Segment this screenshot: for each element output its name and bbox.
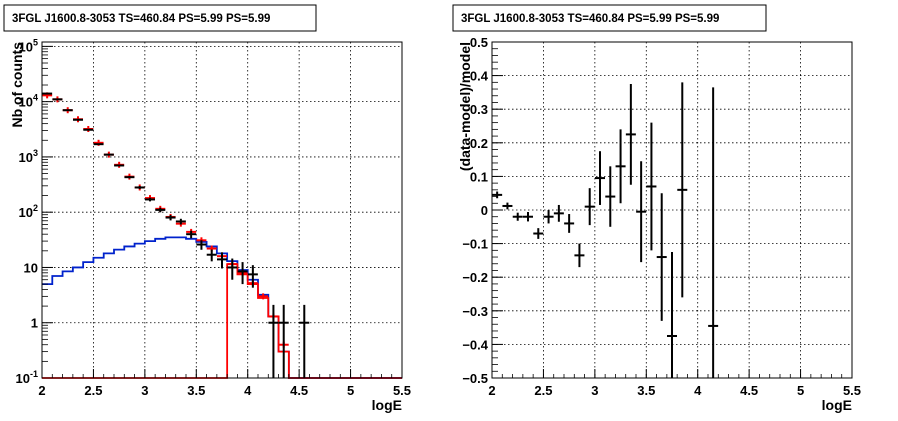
right-y-tick-label: −0.3 xyxy=(462,304,488,319)
left-x-tick-label: 5 xyxy=(347,383,354,398)
right-x-tick-label: 5.5 xyxy=(843,383,861,398)
left-axes: 2 2.5 3 3.5 4 4.5 5 5.5 10-1 1 10 102 103 104 105 xyxy=(16,37,412,398)
left-plot-frame xyxy=(41,41,403,379)
right-title-box: 3FGL J1600.8-3053 TS=460.84 PS=5.99 PS=5… xyxy=(452,4,767,32)
left-series xyxy=(42,92,402,379)
right-x-axis-label: logE xyxy=(822,397,852,413)
right-y-tick-label: 0.2 xyxy=(470,136,488,151)
left-x-tick-label: 2 xyxy=(38,383,45,398)
left-chart-title: 3FGL J1600.8-3053 TS=460.84 PS=5.99 PS=5… xyxy=(12,13,270,25)
right-y-tick-label: −0.2 xyxy=(462,270,488,285)
left-x-tick-label: 4.5 xyxy=(290,383,308,398)
right-x-tick-label: 2 xyxy=(488,383,495,398)
left-x-tick-label: 3 xyxy=(141,383,148,398)
right-y-tick-label: −0.4 xyxy=(462,337,488,352)
left-model-step-line xyxy=(42,263,402,379)
left-x-tick-label: 5.5 xyxy=(393,383,411,398)
right-axes: 2 2.5 3 3.5 4 4.5 5 5.5 −0.5 −0.4 −0.3 −0.2 −0.1 0 0.1… xyxy=(462,35,861,398)
right-grid xyxy=(492,42,852,378)
right-y-axis-label: (data-model)/model xyxy=(457,42,473,171)
left-x-axis-label: logE xyxy=(372,397,402,413)
left-y-axis-label: Nb of counts xyxy=(9,42,25,128)
right-x-tick-label: 4.5 xyxy=(740,383,758,398)
left-y-tick-label: 104 xyxy=(19,93,38,110)
left-title-box: 3FGL J1600.8-3053 TS=460.84 PS=5.99 PS=5… xyxy=(3,4,317,32)
right-x-tick-label: 3.5 xyxy=(637,383,655,398)
left-x-tick-label: 4 xyxy=(244,383,252,398)
left-panel: 3FGL J1600.8-3053 TS=460.84 PS=5.99 PS=5… xyxy=(3,4,412,413)
left-y-tick-label: 1 xyxy=(31,316,38,331)
right-x-tick-label: 2.5 xyxy=(534,383,552,398)
left-y-tick-label: 102 xyxy=(19,203,38,220)
left-y-tick-label: 103 xyxy=(19,148,38,165)
right-panel: 3FGL J1600.8-3053 TS=460.84 PS=5.99 PS=5… xyxy=(452,4,861,413)
left-y-tick-label: 10-1 xyxy=(16,369,38,386)
right-series xyxy=(492,82,719,378)
right-y-tick-label: −0.5 xyxy=(462,371,488,386)
right-y-tick-label: −0.1 xyxy=(462,237,488,252)
right-x-tick-label: 3 xyxy=(591,383,598,398)
right-y-tick-label: 0.3 xyxy=(470,102,488,117)
right-chart-title: 3FGL J1600.8-3053 TS=460.84 PS=5.99 PS=5… xyxy=(461,13,719,25)
left-y-tick-label: 10 xyxy=(24,260,38,275)
left-y-tick-label: 105 xyxy=(19,37,38,54)
right-y-tick-label: 0.5 xyxy=(470,35,488,50)
right-y-tick-label: 0.4 xyxy=(470,69,489,84)
right-y-tick-label: 0.1 xyxy=(470,169,488,184)
right-x-tick-label: 5 xyxy=(797,383,804,398)
left-grid xyxy=(42,42,402,379)
right-y-tick-label: 0 xyxy=(481,203,488,218)
left-x-tick-label: 2.5 xyxy=(84,383,102,398)
left-x-tick-label: 3.5 xyxy=(187,383,205,398)
right-x-tick-label: 4 xyxy=(694,383,702,398)
